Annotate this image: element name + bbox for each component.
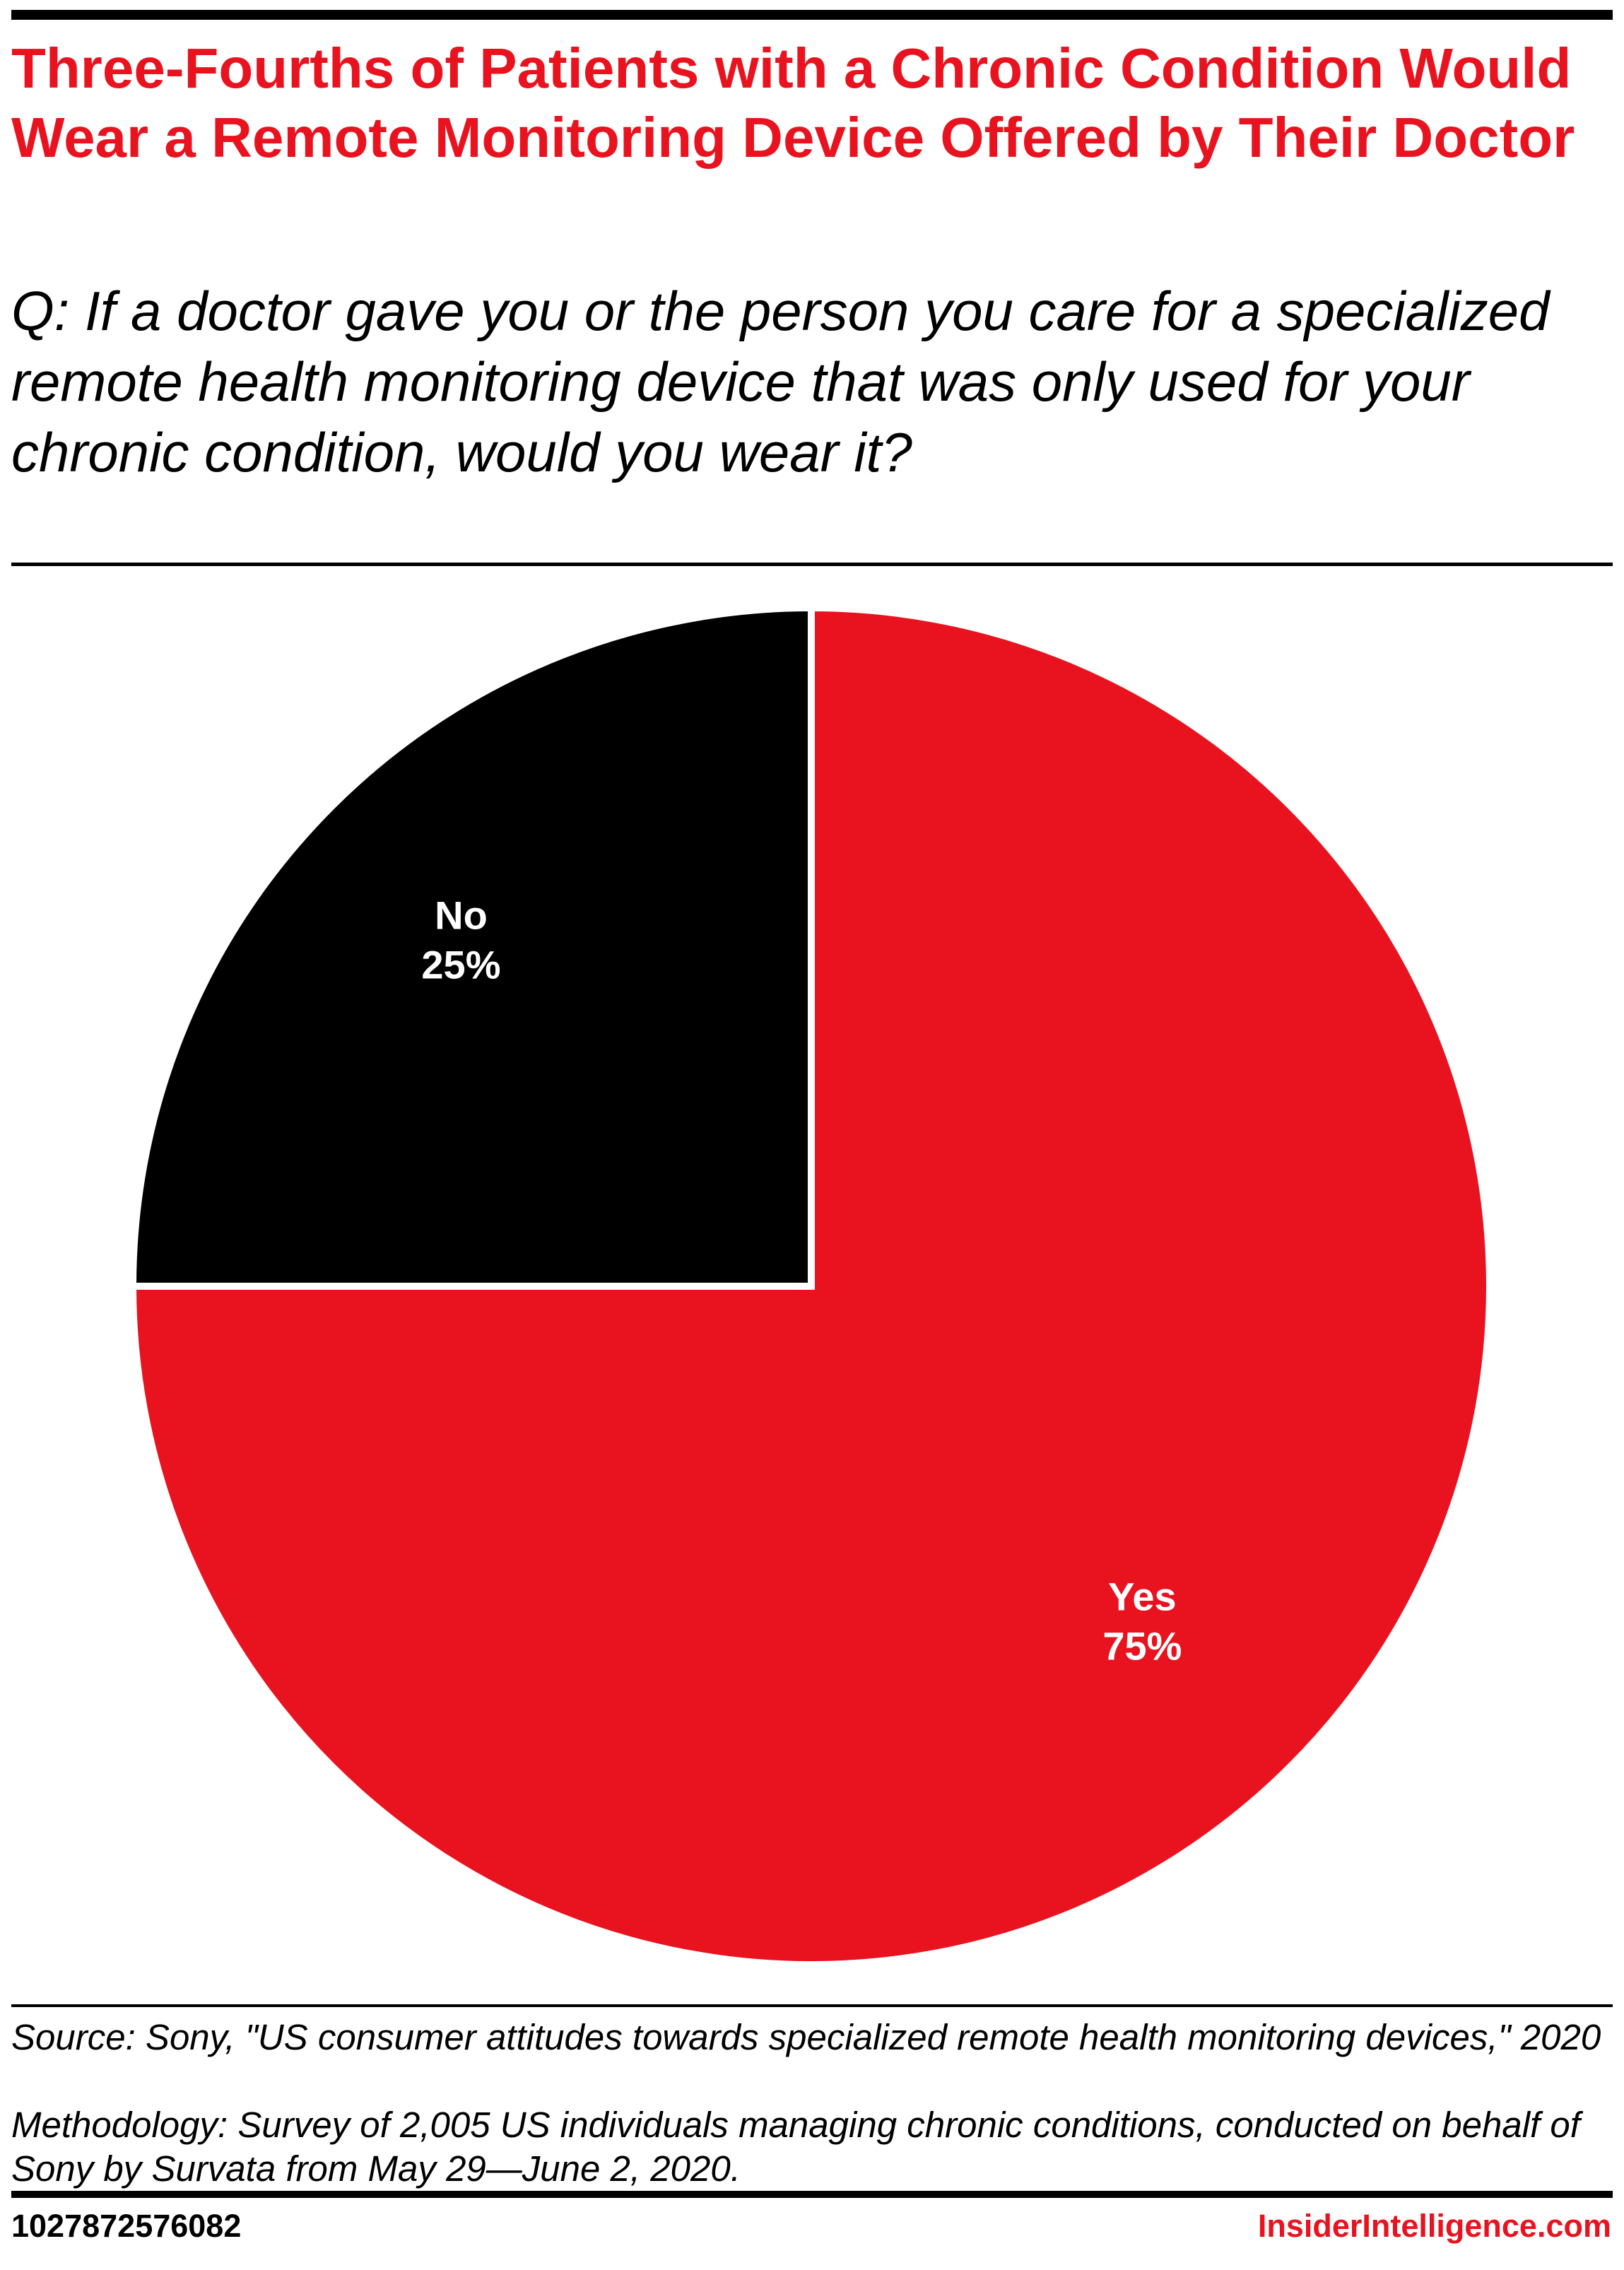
- top-rule: [11, 10, 1613, 20]
- slice-label-no: No: [435, 893, 488, 937]
- pie-slice-yes: [129, 604, 1493, 1968]
- slice-value-no: 25%: [421, 942, 500, 987]
- chart-title: Three-Fourths of Patients with a Chronic…: [11, 37, 1575, 169]
- methodology-note: Methodology: Survey of 2,005 US individu…: [11, 2105, 1580, 2189]
- bottom-rule: [11, 2191, 1613, 2198]
- slice-label-yes: Yes: [1108, 1574, 1177, 1618]
- pie-labels: Yes 75% No 25%: [421, 893, 1182, 1668]
- source-note: Source: Sony, "US consumer attitudes tow…: [11, 2017, 1601, 2057]
- footer-divider: [11, 2004, 1613, 2007]
- pie-chart: Yes 75% No 25%: [129, 604, 1493, 1968]
- pie-slice-no: [129, 604, 815, 1290]
- slice-value-yes: 75%: [1102, 1623, 1182, 1668]
- chart-id: 1027872576082: [11, 2208, 242, 2244]
- pie-slices: [129, 604, 1493, 1968]
- header-divider: [11, 563, 1613, 566]
- brand-link[interactable]: InsiderIntelligence.com: [1257, 2208, 1611, 2244]
- chart-question: Q: If a doctor gave you or the person yo…: [11, 280, 1550, 483]
